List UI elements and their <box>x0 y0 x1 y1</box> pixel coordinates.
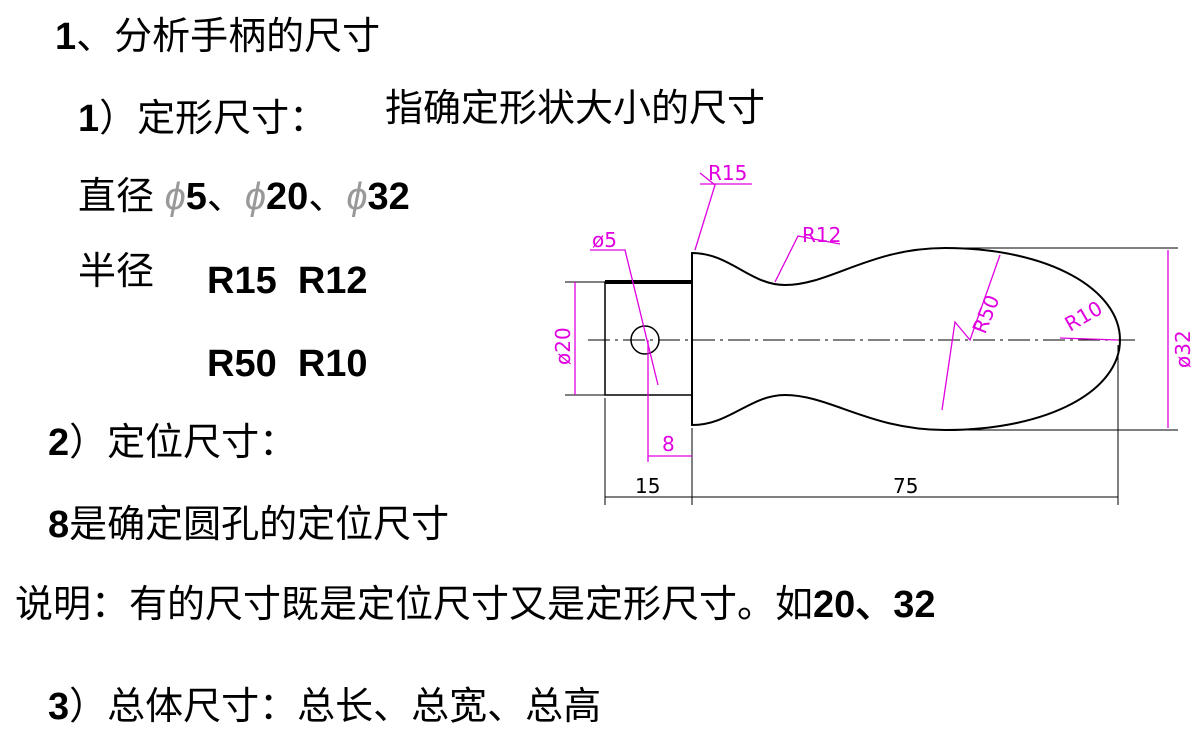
item-number: 1 <box>78 98 100 140</box>
overall-dims: 3）总体尺寸：总长、总宽、总高 <box>48 688 601 726</box>
phi: ϕ <box>346 176 368 218</box>
diameter: 32 <box>367 176 410 218</box>
radius-label: 半径 <box>78 251 155 293</box>
example-number: 8 <box>48 504 70 546</box>
leader <box>694 172 716 251</box>
hole <box>630 325 660 355</box>
leader <box>941 254 1001 411</box>
dim-label: ø5 <box>592 228 617 252</box>
note: 说明：有的尺寸既是定位尺寸又是定形尺寸。如20、32 <box>15 586 936 624</box>
dim-label: R10 <box>1061 296 1107 336</box>
dim-label: 15 <box>635 474 660 498</box>
item-number: 3 <box>48 686 70 728</box>
phi: ϕ <box>244 176 267 218</box>
radius: R12 <box>297 260 368 302</box>
shape-dims-title: 1）定形尺寸： <box>78 100 327 138</box>
heading-number: 1 <box>55 16 77 58</box>
radii-row: R15 R12 <box>207 262 368 300</box>
diameter-line: 直径 ϕ5、ϕ20、ϕ32 <box>78 178 410 216</box>
dimension-lines <box>565 172 1178 505</box>
dim-label: 8 <box>662 432 675 456</box>
heading: 1、分析手柄的尺寸 <box>55 18 380 56</box>
radii-row: R50 R10 <box>207 345 368 383</box>
position-example: 8是确定圆孔的定位尺寸 <box>48 506 449 544</box>
note-text: 说明：有的尺寸既是定位尺寸又是定形尺寸。如 <box>15 584 814 626</box>
position-dims-title: 2）定位尺寸： <box>48 424 297 462</box>
phi: ϕ <box>164 176 186 218</box>
leader <box>774 235 841 283</box>
dim-label: 75 <box>893 474 918 498</box>
item-text: ）定位尺寸： <box>69 422 298 464</box>
diameter: 5 <box>185 176 207 218</box>
radius: R50 <box>207 343 277 385</box>
radius: R10 <box>297 343 368 385</box>
diameter-label: 直径 <box>78 176 155 218</box>
dim-label: R15 <box>708 161 747 185</box>
example-text: 是确定圆孔的定位尺寸 <box>69 504 450 546</box>
definition: 指确定形状大小的尺寸 <box>385 88 766 130</box>
radius: R15 <box>207 260 277 302</box>
item-text: ）总体尺寸：总长、总宽、总高 <box>69 686 602 728</box>
diameter: 20 <box>266 176 309 218</box>
note-examples: 20、32 <box>813 584 936 626</box>
dim-label: ø20 <box>551 327 575 365</box>
item-text: ）定形尺寸： <box>99 98 328 140</box>
dim-label: R12 <box>802 223 841 247</box>
leader <box>1059 337 1119 341</box>
sep: 、 <box>308 176 347 218</box>
dim-label: ø32 <box>1171 330 1195 368</box>
sep: 、 <box>206 176 245 218</box>
dim-label: R50 <box>967 291 1004 336</box>
leader <box>590 249 659 386</box>
item-number: 2 <box>48 422 70 464</box>
heading-text: 、分析手柄的尺寸 <box>76 16 381 58</box>
handle-outline <box>691 246 1122 432</box>
